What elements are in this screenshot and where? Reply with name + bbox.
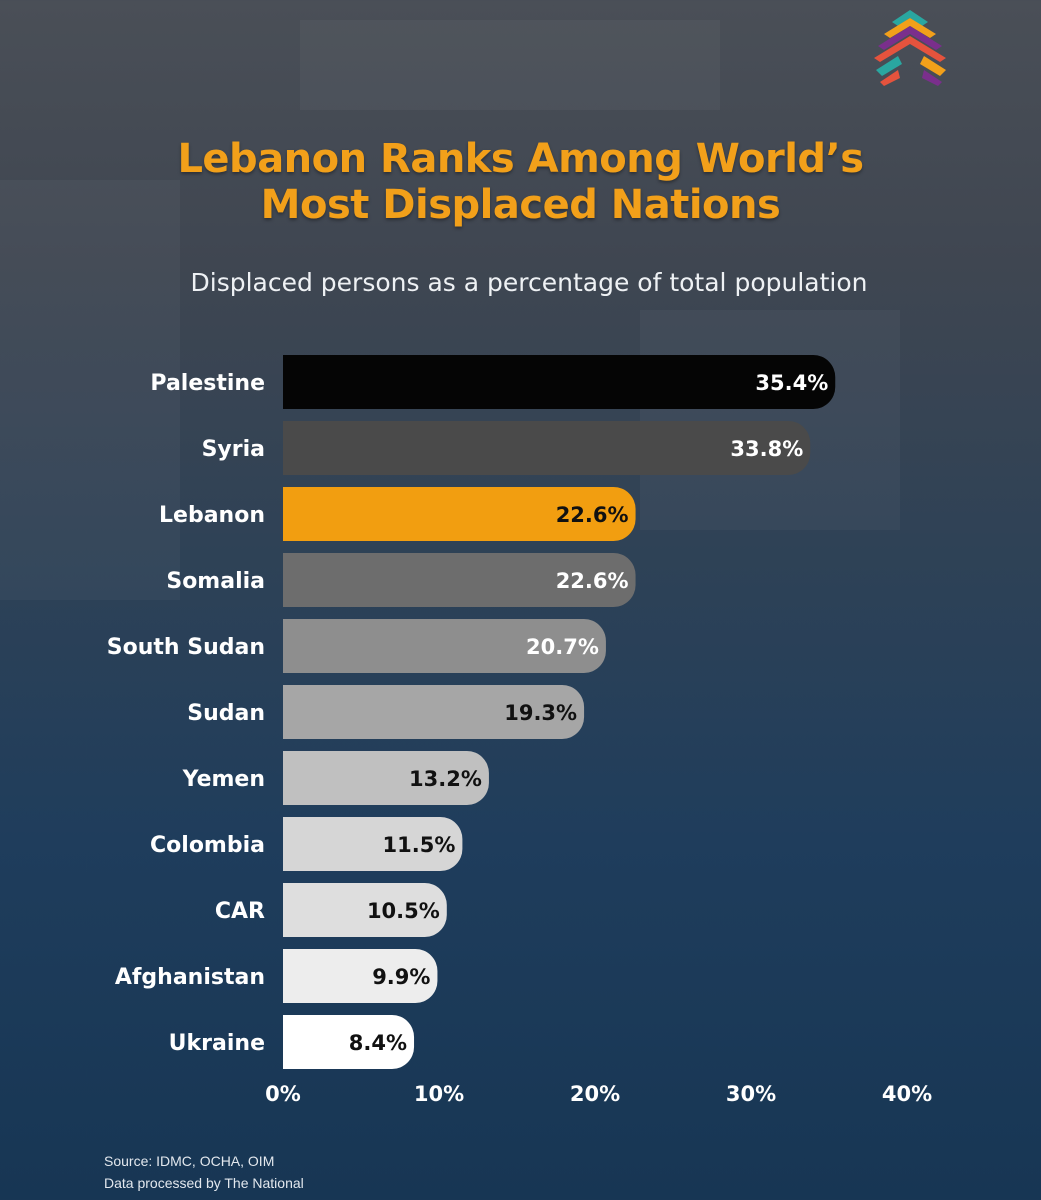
value-label-4: 20.7% [526, 635, 599, 659]
bar-8 [283, 883, 447, 937]
bar-10 [283, 1015, 415, 1069]
bar-6 [283, 751, 489, 805]
value-label-3: 22.6% [556, 569, 629, 593]
category-label-4: South Sudan [107, 635, 265, 660]
bar-0 [283, 355, 836, 409]
bar-1 [283, 421, 811, 475]
chart-title-line-1: Lebanon Ranks Among World’s [177, 136, 864, 182]
category-label-2: Lebanon [159, 503, 265, 528]
source-note: Source: IDMC, OCHA, OIM [104, 1153, 275, 1169]
value-label-0: 35.4% [755, 371, 828, 395]
category-label-1: Syria [202, 437, 265, 462]
category-label-8: CAR [215, 899, 265, 924]
category-label-10: Ukraine [169, 1031, 265, 1056]
bar-5 [283, 685, 585, 739]
category-label-7: Colombia [150, 833, 265, 858]
bar-4 [283, 619, 606, 673]
x-tick-label-3: 30% [726, 1082, 776, 1106]
value-label-8: 10.5% [367, 899, 440, 923]
bar-3 [283, 553, 636, 607]
value-label-10: 8.4% [349, 1031, 407, 1055]
bar-7 [283, 817, 463, 871]
bar-2 [283, 487, 636, 541]
value-label-7: 11.5% [383, 833, 456, 857]
category-label-0: Palestine [150, 371, 265, 396]
category-label-9: Afghanistan [115, 965, 265, 990]
category-label-5: Sudan [187, 701, 265, 726]
brand-logo [874, 10, 946, 86]
data-credit-note: Data processed by The National [104, 1175, 304, 1191]
x-tick-label-4: 40% [882, 1082, 932, 1106]
category-label-6: Yemen [182, 767, 265, 792]
x-tick-label-2: 20% [570, 1082, 620, 1106]
chart-title-line-2: Most Displaced Nations [260, 182, 781, 228]
value-label-1: 33.8% [730, 437, 803, 461]
category-label-3: Somalia [166, 569, 265, 594]
chart-subtitle: Displaced persons as a percentage of tot… [190, 268, 868, 297]
value-label-5: 19.3% [504, 701, 577, 725]
value-label-6: 13.2% [409, 767, 482, 791]
x-tick-label-1: 10% [414, 1082, 464, 1106]
value-label-9: 9.9% [372, 965, 430, 989]
x-tick-label-0: 0% [265, 1082, 301, 1106]
bar-9 [283, 949, 438, 1003]
value-label-2: 22.6% [556, 503, 629, 527]
